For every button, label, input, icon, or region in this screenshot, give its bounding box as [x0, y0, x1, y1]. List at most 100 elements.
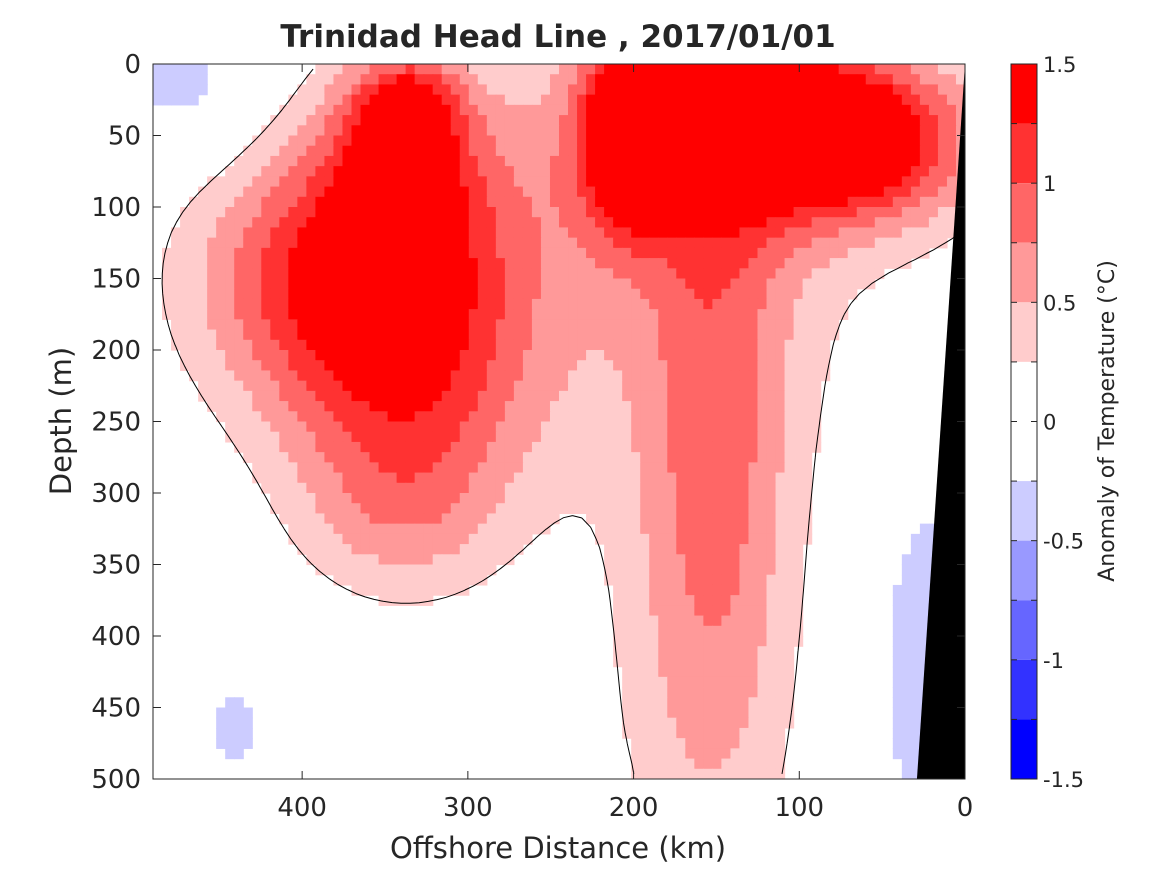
field-cell [874, 115, 885, 126]
field-cell [775, 738, 786, 749]
field-cell [378, 288, 389, 300]
field-cell [531, 441, 542, 453]
field-cell [811, 288, 822, 300]
field-cell [414, 176, 425, 188]
field-cell [531, 64, 542, 75]
field-cell [577, 186, 587, 198]
field-cell [468, 64, 479, 75]
field-cell [387, 482, 398, 494]
field-cell [793, 411, 804, 423]
field-cell [739, 636, 750, 647]
field-cell [162, 247, 172, 259]
field-cell [324, 298, 335, 310]
field-cell [333, 482, 344, 494]
field-cell [775, 166, 786, 177]
field-cell [910, 646, 921, 658]
field-cell [216, 196, 226, 208]
field-cell [622, 74, 632, 86]
field-cell [549, 493, 560, 504]
field-cell [622, 431, 632, 443]
field-cell [829, 278, 840, 290]
field-cell [847, 135, 858, 147]
field-cell [315, 431, 326, 443]
field-cell [829, 247, 840, 259]
field-cell [333, 217, 344, 229]
field-cell [486, 217, 497, 229]
field-cell [216, 738, 226, 749]
field-cell [631, 544, 641, 555]
field-cell [396, 227, 407, 239]
field-cell [396, 452, 407, 463]
field-cell [297, 441, 307, 453]
field-cell [721, 298, 732, 310]
field-cell [730, 74, 741, 86]
field-cell [685, 145, 695, 157]
field-cell [297, 288, 307, 300]
field-cell [324, 493, 335, 504]
field-cell [495, 533, 506, 545]
field-cell [540, 390, 551, 402]
field-cell [171, 258, 181, 269]
field-cell [441, 360, 452, 372]
field-cell [775, 401, 786, 412]
field-cell [703, 625, 713, 637]
field-cell [712, 513, 722, 525]
field-cell [586, 145, 596, 157]
field-cell [676, 636, 686, 647]
field-cell [721, 115, 732, 126]
field-cell [685, 339, 695, 351]
field-cell [486, 441, 497, 453]
field-cell [685, 513, 695, 525]
field-cell [315, 564, 326, 576]
field-cell [640, 166, 650, 177]
field-cell [631, 288, 641, 300]
field-cell [712, 288, 722, 300]
field-cell [676, 564, 686, 576]
field-cell [802, 309, 813, 320]
field-cell [369, 186, 380, 198]
field-cell [198, 74, 208, 86]
field-cell [387, 584, 398, 596]
field-cell [802, 370, 813, 382]
field-cell [495, 493, 506, 504]
field-cell [225, 738, 235, 749]
field-cell [622, 472, 632, 484]
field-cell [622, 104, 632, 116]
field-cell [730, 533, 741, 545]
field-cell [820, 115, 831, 126]
field-cell [685, 431, 695, 443]
field-cell [468, 258, 479, 269]
field-cell [423, 564, 434, 576]
field-cell [540, 472, 551, 484]
field-cell [802, 278, 813, 290]
field-cell [504, 298, 515, 310]
field-cell [243, 707, 253, 719]
field-cell [360, 421, 371, 433]
field-cell [378, 411, 389, 423]
field-cell [613, 115, 623, 126]
field-cell [297, 544, 307, 555]
field-cell [495, 94, 506, 106]
field-cell [441, 298, 452, 310]
field-cell [703, 288, 713, 300]
field-cell [324, 258, 335, 269]
field-cell [685, 319, 695, 331]
field-cell [468, 309, 479, 320]
field-cell [450, 544, 461, 555]
field-cell [468, 319, 479, 331]
field-cell [324, 370, 335, 382]
field-cell [928, 94, 939, 106]
field-cell [748, 350, 759, 361]
field-cell [297, 247, 307, 259]
field-cell [703, 717, 713, 729]
field-cell [937, 196, 948, 208]
field-cell [775, 390, 786, 402]
field-cell [739, 104, 750, 116]
field-cell [216, 227, 226, 239]
field-cell [414, 482, 425, 494]
field-cell [568, 309, 578, 320]
field-cell [676, 768, 686, 779]
field-cell [333, 421, 344, 433]
field-cell [649, 697, 659, 709]
field-cell [613, 482, 623, 494]
